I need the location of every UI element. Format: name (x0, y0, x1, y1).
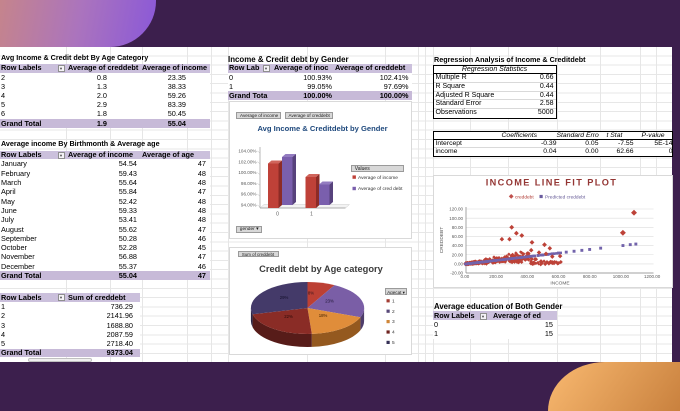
svg-text:1000.00: 1000.00 (613, 274, 630, 279)
svg-text:102.00%: 102.00% (238, 159, 256, 164)
svg-text:100.00: 100.00 (449, 216, 463, 221)
svg-text:Predicted creddebt: Predicted creddebt (545, 195, 586, 201)
svg-text:104.00%: 104.00% (238, 149, 256, 154)
svg-text:2: 2 (392, 309, 395, 315)
svg-text:5: 5 (392, 340, 395, 346)
svg-text:80.00: 80.00 (452, 225, 464, 230)
svg-text:800.00: 800.00 (583, 274, 597, 279)
svg-text:96.00%: 96.00% (240, 192, 256, 197)
svg-text:400.00: 400.00 (520, 274, 534, 279)
svg-text:60.00: 60.00 (452, 234, 464, 239)
svg-text:600.00: 600.00 (552, 274, 566, 279)
svg-text:29%: 29% (279, 295, 288, 300)
svg-text:18%: 18% (318, 313, 327, 318)
svg-text:0.00: 0.00 (454, 262, 463, 267)
svg-text:1: 1 (392, 298, 395, 304)
svg-text:40.00: 40.00 (452, 243, 464, 248)
svg-text:Average of cred debt: Average of cred debt (358, 186, 403, 192)
svg-text:120.00: 120.00 (449, 207, 463, 212)
svg-text:0: 0 (276, 212, 279, 218)
svg-text:-20.00: -20.00 (450, 271, 463, 276)
svg-text:1: 1 (310, 212, 313, 218)
svg-text:4: 4 (392, 330, 395, 336)
svg-text:INCOME LINE FIT PLOT: INCOME LINE FIT PLOT (486, 178, 618, 188)
svg-text:INCOME: INCOME (550, 281, 569, 287)
svg-text:23%: 23% (325, 299, 334, 304)
svg-text:1200.00: 1200.00 (644, 274, 661, 279)
svg-text:CREDDEBT: CREDDEBT (439, 227, 445, 253)
svg-text:creddebt: creddebt (515, 195, 534, 201)
svg-text:200.00: 200.00 (489, 274, 503, 279)
svg-text:Average of income: Average of income (358, 175, 398, 181)
svg-text:0.00: 0.00 (461, 274, 470, 279)
svg-text:98.00%: 98.00% (240, 181, 256, 186)
svg-text:22%: 22% (284, 314, 293, 319)
svg-text:100.00%: 100.00% (238, 170, 256, 175)
svg-text:94.00%: 94.00% (240, 203, 256, 208)
svg-text:8%: 8% (307, 291, 313, 296)
svg-text:3: 3 (392, 319, 395, 325)
svg-text:20.00: 20.00 (452, 252, 464, 257)
